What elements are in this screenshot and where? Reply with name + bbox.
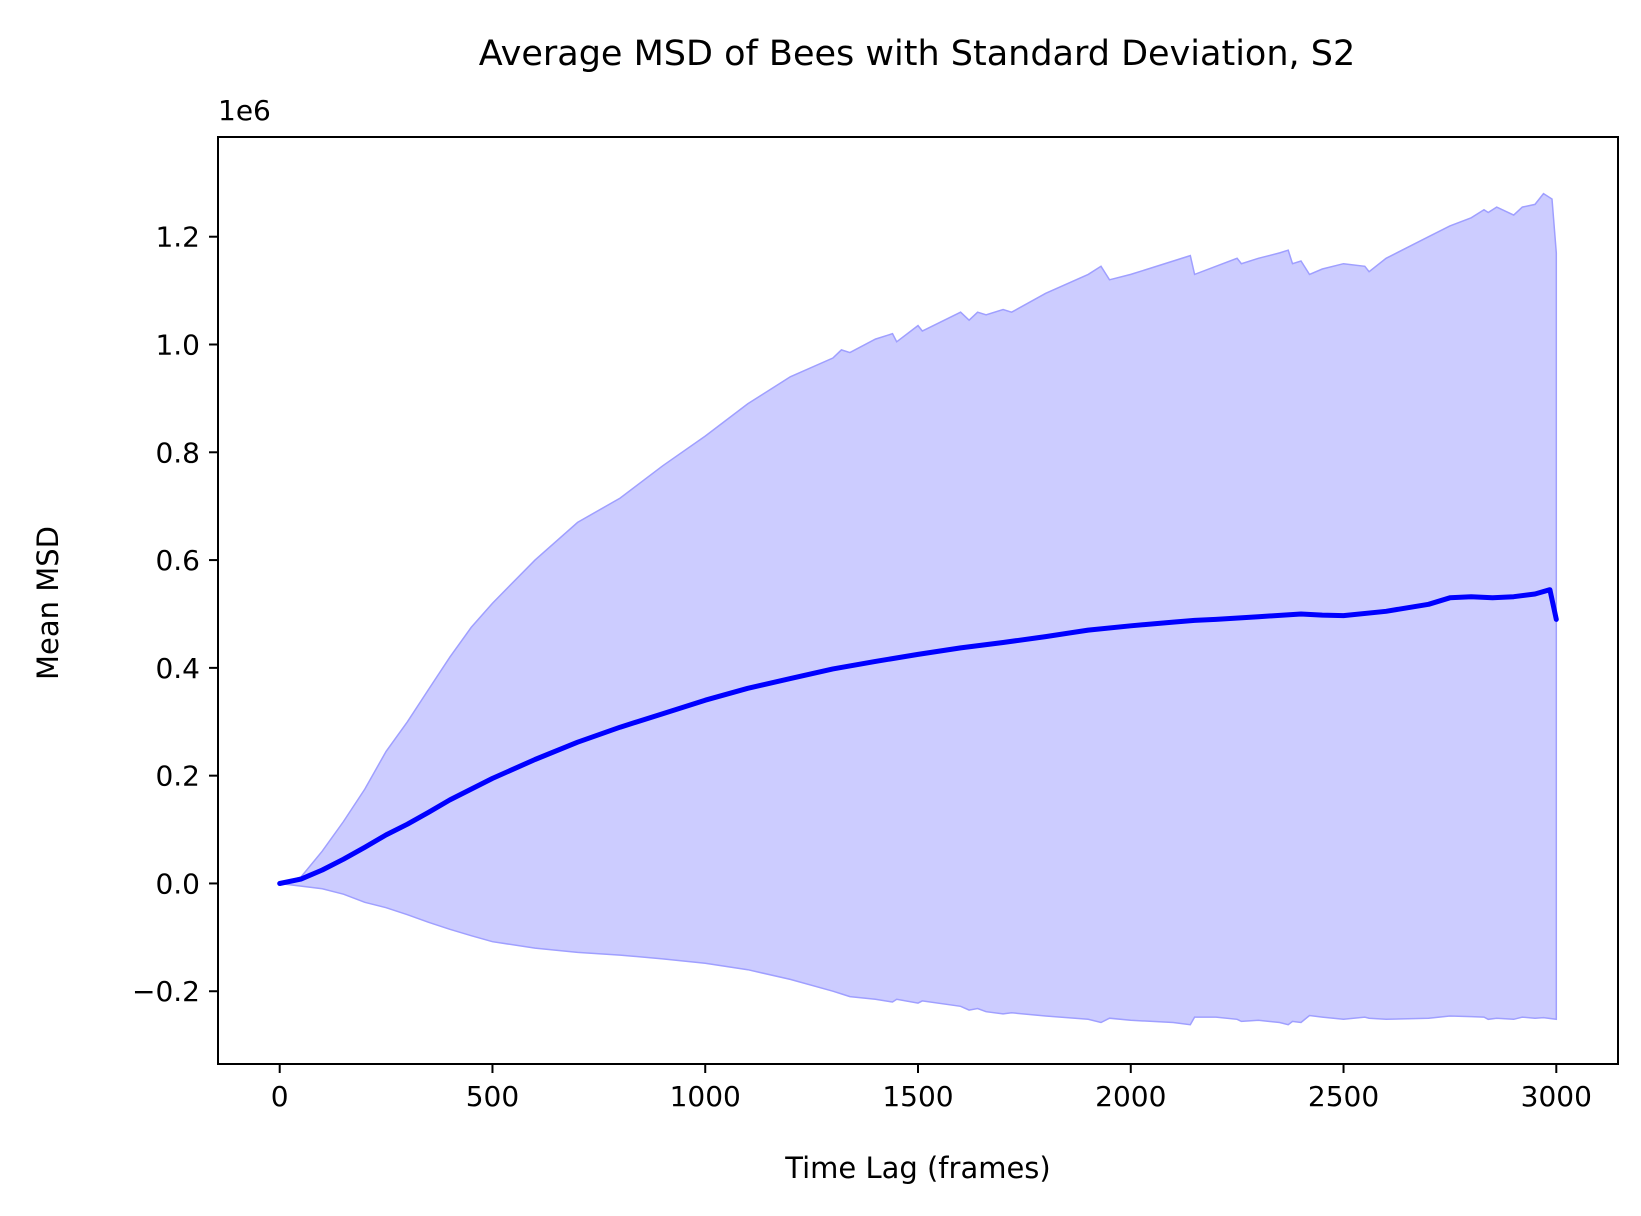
y-tick-label: 0.6 [155,544,200,577]
x-axis-label: Time Lag (frames) [784,1151,1050,1185]
y-tick-label: 0.2 [155,760,200,793]
y-axis-label: Mean MSD [31,526,65,680]
x-tick-label: 1000 [670,1080,741,1113]
y-axis-offset-label: 1e6 [218,94,271,127]
axes: 0 500 1000 1500 2000 2500 3000 −0.2 0.0 0.2 0.4 0.6… [132,136,1619,1113]
x-tick-label: 500 [466,1080,519,1113]
y-tick-label: 0.0 [155,867,200,900]
y-tick-label: 0.4 [155,652,200,685]
y-tick-label: 1.2 [155,221,200,254]
mean-msd-line [277,587,1559,886]
chart-title: Average MSD of Bees with Standard Deviat… [479,34,1356,74]
y-tick-label: −0.2 [132,975,200,1008]
y-tick-label: 1.0 [155,328,200,361]
x-tick-label: 1500 [882,1080,953,1113]
plot-area [277,192,1559,1026]
x-tick-label: 2500 [1308,1080,1379,1113]
x-tick-label: 0 [271,1080,289,1113]
x-tick-label: 3000 [1521,1080,1592,1113]
std-dev-band [279,192,1558,1026]
y-tick-label: 0.8 [155,436,200,469]
x-tick-label: 2000 [1095,1080,1166,1113]
